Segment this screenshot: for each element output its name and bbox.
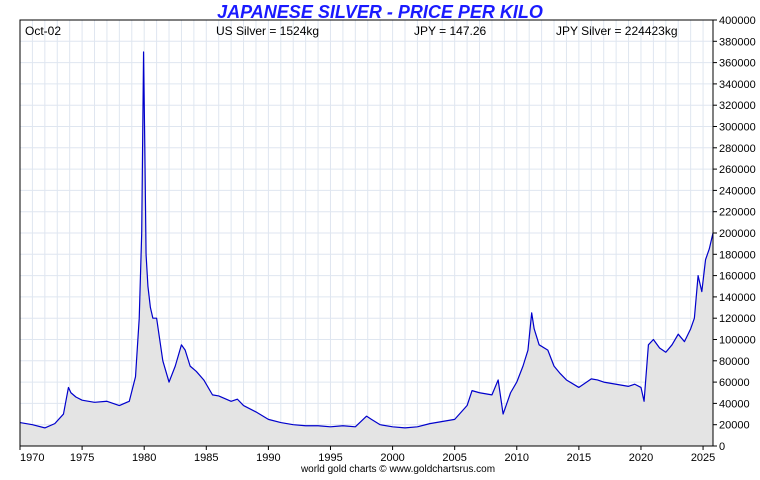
- x-tick-label: 1975: [70, 452, 94, 464]
- x-tick-label: 1970: [20, 452, 44, 464]
- y-tick-label: 260000: [719, 164, 756, 176]
- y-tick-label: 220000: [719, 207, 756, 219]
- y-tick-label: 340000: [719, 79, 756, 91]
- us-silver-label: US Silver = 1524kg: [216, 24, 319, 38]
- y-tick-label: 200000: [719, 228, 756, 240]
- x-tick-label: 2000: [380, 452, 404, 464]
- y-tick-label: 80000: [719, 356, 750, 368]
- y-tick-label: 120000: [719, 313, 756, 325]
- axes: 0 20000 40000 60000 80000 100000 120000 140000 1…: [19, 15, 756, 464]
- y-tick-label: 360000: [719, 58, 756, 70]
- y-tick-label: 380000: [719, 36, 756, 48]
- date-label: Oct-02: [25, 24, 61, 38]
- x-tick-label: 2010: [505, 452, 529, 464]
- x-tick-label: 2015: [567, 452, 591, 464]
- y-tick-label: 0: [719, 441, 725, 453]
- y-tick-label: 100000: [719, 335, 756, 347]
- y-tick-label: 20000: [719, 420, 750, 432]
- chart-title: JAPANESE SILVER - PRICE PER KILO: [217, 2, 543, 22]
- y-tick-label: 320000: [719, 100, 756, 112]
- series-layer: [19, 51, 714, 446]
- series-line: [19, 51, 714, 429]
- y-tick-label: 400000: [719, 15, 756, 27]
- y-tick-label: 60000: [719, 377, 750, 389]
- y-tick-label: 240000: [719, 185, 756, 197]
- x-tick-label: 1995: [318, 452, 342, 464]
- series-area-fill: [20, 51, 713, 446]
- y-tick-label: 180000: [719, 249, 756, 261]
- grid-lines: [19, 19, 713, 447]
- y-tick-label: 160000: [719, 271, 756, 283]
- x-tick-label: 2005: [442, 452, 466, 464]
- x-tick-label: 1990: [256, 452, 280, 464]
- x-tick-label: 1985: [194, 452, 218, 464]
- x-tick-label: 2025: [691, 452, 715, 464]
- y-tick-label: 300000: [719, 122, 756, 134]
- y-tick-label: 40000: [719, 398, 750, 410]
- x-tick-label: 2020: [629, 452, 653, 464]
- footer-credit: world gold charts © www.goldchartsrus.co…: [300, 464, 495, 475]
- jpy-rate-label: JPY = 147.26: [414, 24, 486, 38]
- y-tick-label: 140000: [719, 292, 756, 304]
- x-tick-label: 1980: [132, 452, 156, 464]
- jpy-silver-label: JPY Silver = 224423kg: [556, 24, 678, 38]
- y-tick-label: 280000: [719, 143, 756, 155]
